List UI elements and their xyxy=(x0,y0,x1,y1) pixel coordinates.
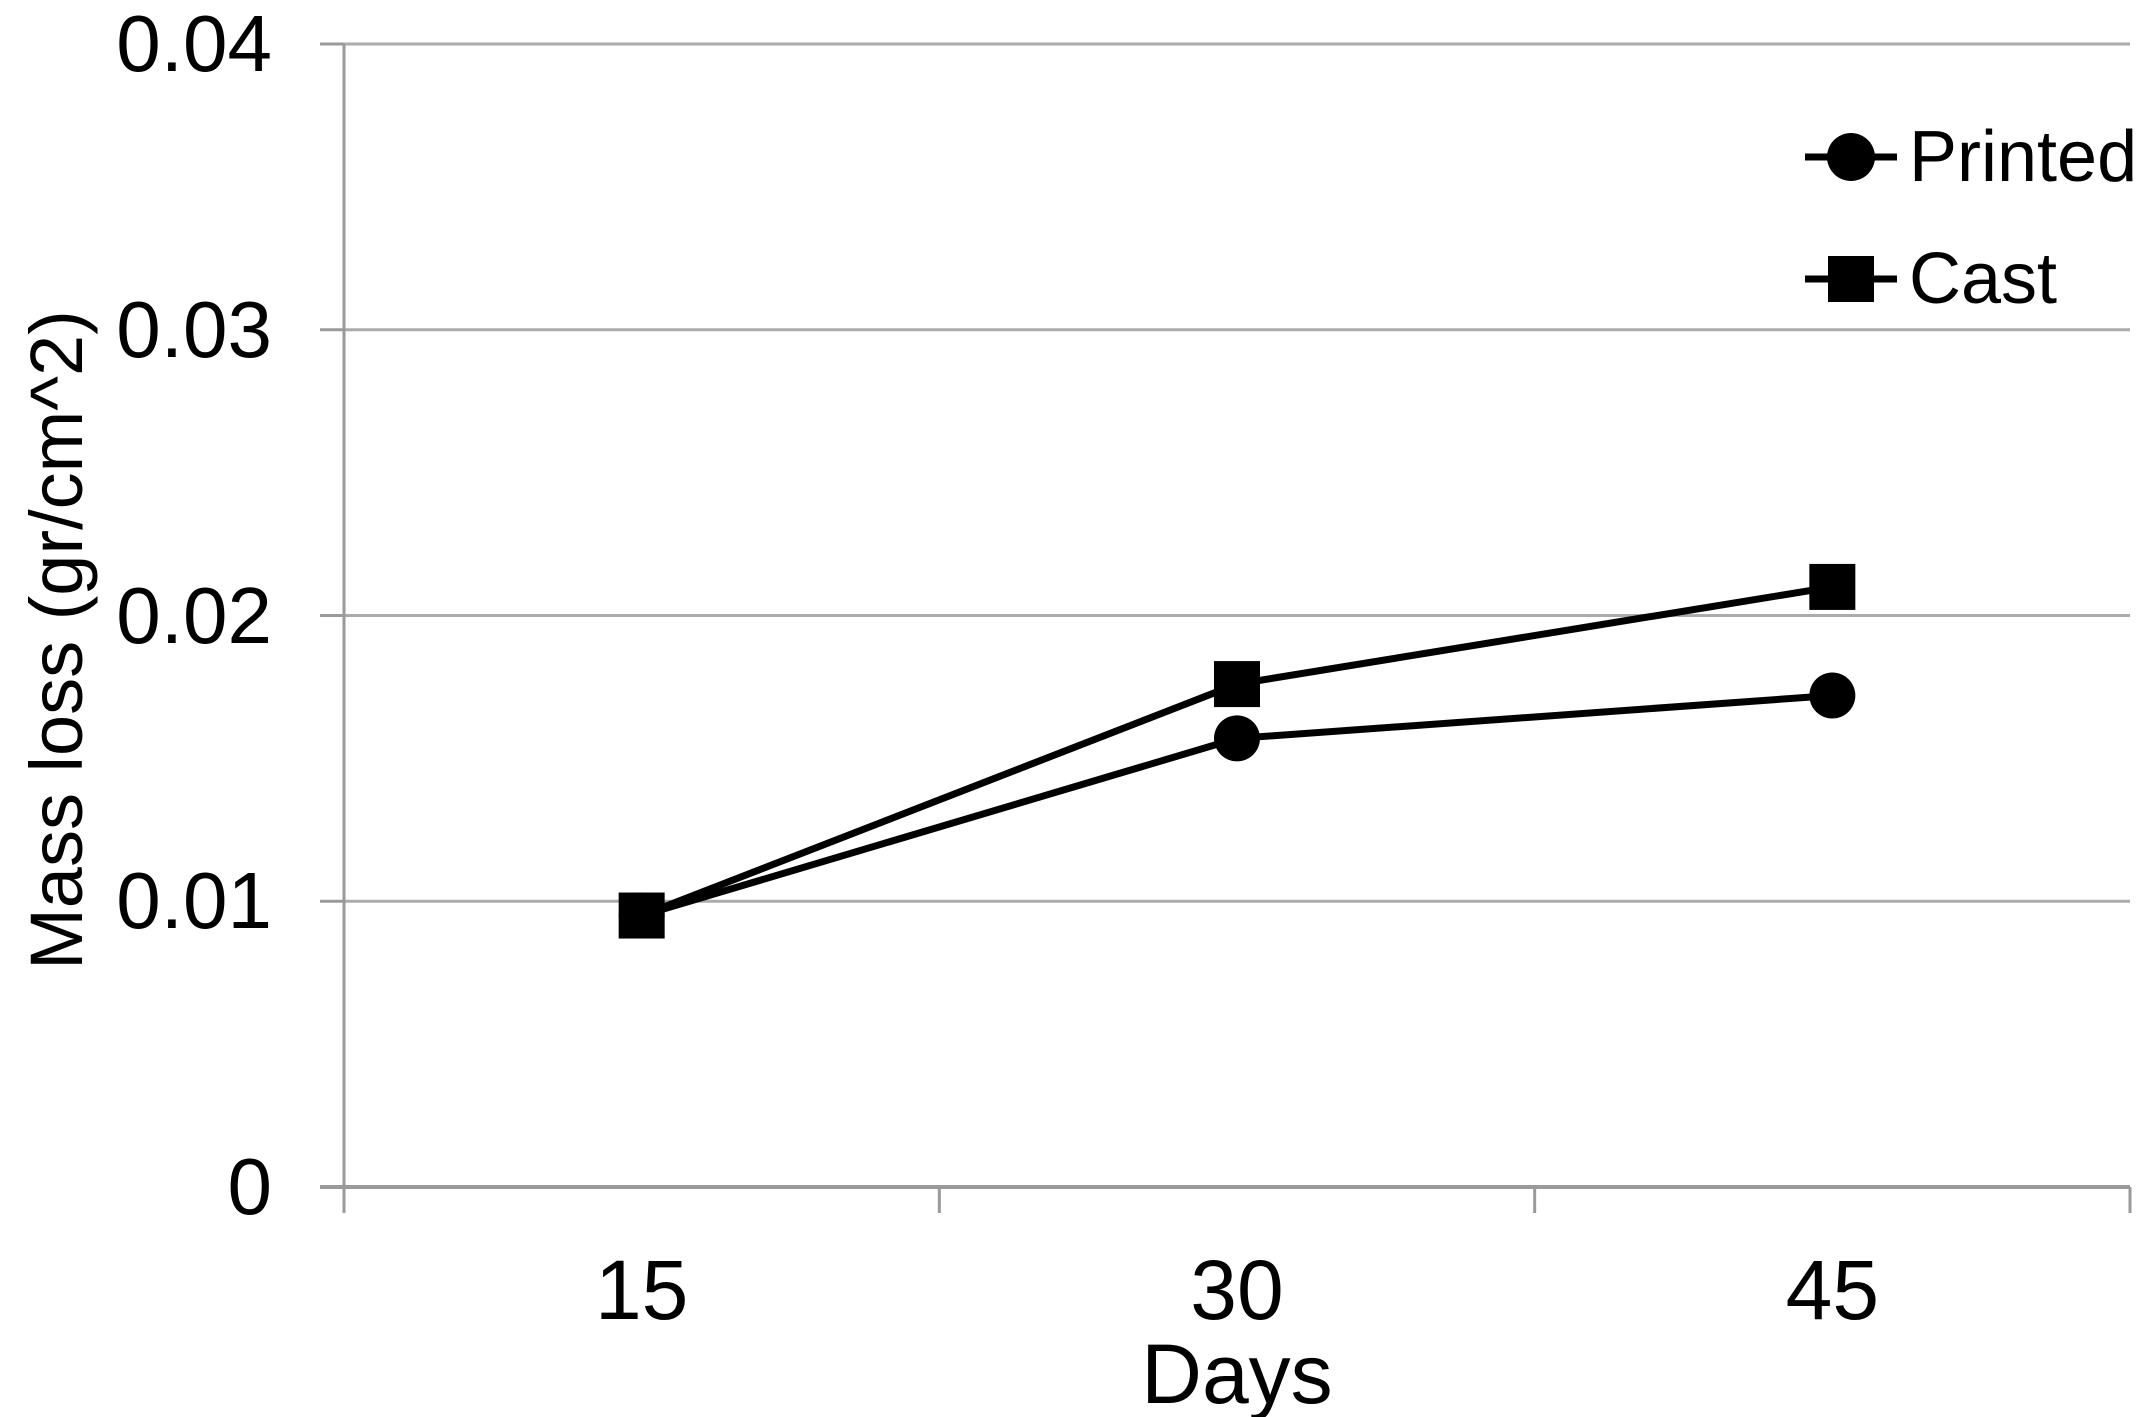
legend-label: Printed xyxy=(1909,117,2138,197)
x-tick-label: 45 xyxy=(1785,1243,1880,1337)
circle-marker-printed xyxy=(1214,715,1260,762)
legend-item-cast: Cast xyxy=(1805,243,2057,315)
x-axis-title: Days xyxy=(1141,1327,1333,1417)
x-tick-label: 15 xyxy=(594,1243,689,1337)
circle-icon xyxy=(1827,133,1875,181)
legend-circle-marker-icon xyxy=(1805,132,1897,182)
x-tick-label: 30 xyxy=(1190,1243,1284,1337)
square-marker-cast xyxy=(618,892,665,939)
square-marker-cast xyxy=(1809,563,1856,610)
legend-square-marker-icon xyxy=(1805,254,1897,304)
y-tick-label: 0.04 xyxy=(116,0,272,88)
square-icon xyxy=(1828,256,1874,302)
y-tick-label: 0.01 xyxy=(116,856,272,946)
legend-label: Cast xyxy=(1909,239,2058,319)
y-tick-label: 0 xyxy=(227,1142,273,1231)
circle-marker-printed xyxy=(1809,672,1856,719)
y-tick-label: 0.02 xyxy=(116,570,272,660)
y-tick-label: 0.03 xyxy=(116,284,272,374)
legend-item-printed: Printed xyxy=(1805,121,2137,193)
square-marker-cast xyxy=(1214,661,1260,708)
